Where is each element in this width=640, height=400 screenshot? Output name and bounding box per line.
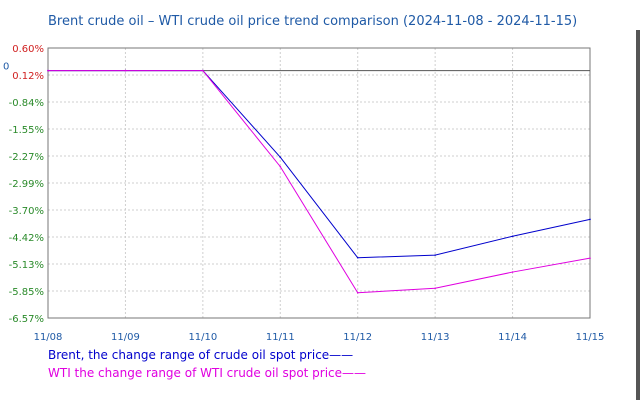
y-tick-label: 0.12% <box>12 71 44 82</box>
data-point <box>202 69 204 72</box>
y-tick-label: -1.55% <box>9 125 44 136</box>
data-point <box>47 69 49 72</box>
legend-line-brent: —— <box>329 348 353 362</box>
data-point <box>356 291 359 294</box>
data-point <box>279 165 282 168</box>
series-lines <box>47 69 591 294</box>
x-tick-label: 11/15 <box>576 332 605 343</box>
y-axis-ticks: 0.60% 0.12% -0.84% -1.55% -2.27% -2.99% -3.70%… <box>9 44 44 325</box>
x-tick-label: 11/08 <box>34 332 63 343</box>
data-point <box>356 256 359 259</box>
y-tick-label: -4.42% <box>9 233 44 244</box>
data-point <box>124 69 127 72</box>
data-point <box>434 254 436 256</box>
data-point <box>511 271 514 273</box>
legend: Brent, the change range of crude oil spo… <box>48 348 366 380</box>
x-tick-label: 11/14 <box>498 332 527 343</box>
y-tick-label: -2.27% <box>9 152 44 163</box>
data-point <box>434 287 436 290</box>
y-tick-label: -2.99% <box>9 179 44 190</box>
y-tick-label: -6.57% <box>9 314 44 325</box>
legend-entry-brent: Brent, the change range of crude oil spo… <box>48 348 353 362</box>
grid-lines <box>48 48 590 318</box>
legend-label-wti: WTI the change range of WTI crude oil sp… <box>48 366 342 380</box>
x-tick-label: 11/10 <box>188 332 217 343</box>
data-point <box>279 156 282 159</box>
legend-line-wti: —— <box>342 366 366 380</box>
y-tick-label: -5.13% <box>9 260 44 271</box>
x-tick-label: 11/12 <box>343 332 372 343</box>
data-point <box>589 257 591 259</box>
chart-title: Brent crude oil – WTI crude oil price tr… <box>48 14 577 29</box>
legend-label-brent: Brent, the change range of crude oil spo… <box>48 348 329 362</box>
data-point <box>589 218 591 221</box>
x-tick-label: 11/09 <box>111 332 140 343</box>
x-tick-label: 11/11 <box>266 332 295 343</box>
series-line-wti <box>48 70 591 294</box>
y-tick-label: -3.70% <box>9 206 44 217</box>
y-tick-label: -0.84% <box>9 98 44 109</box>
zero-label: 0 <box>3 62 9 73</box>
window-edge <box>636 30 640 400</box>
legend-entry-wti: WTI the change range of WTI crude oil sp… <box>48 366 366 380</box>
data-point <box>511 235 514 238</box>
plot-area <box>47 47 591 319</box>
y-tick-label: 0.60% <box>12 44 44 55</box>
y-tick-label: -5.85% <box>9 287 44 298</box>
x-tick-label: 11/13 <box>421 332 450 343</box>
x-axis-ticks: 11/08 11/09 11/10 11/11 11/12 11/13 11/14 11/15 <box>34 332 605 343</box>
